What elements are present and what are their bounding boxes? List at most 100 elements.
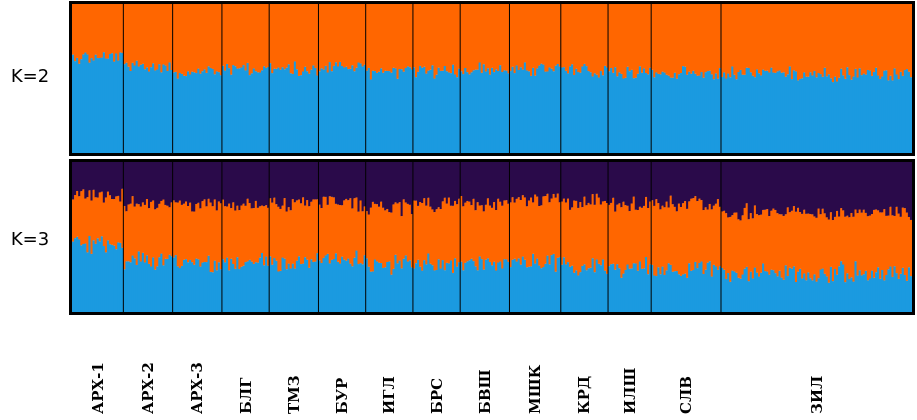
bar-segment-БЛГ-cluster-3 (246, 162, 250, 199)
bar-segment-ЗИЛ-cluster-2 (885, 4, 888, 71)
bar-segment-КРД-cluster-2 (587, 202, 591, 269)
bar-segment-ЗИЛ-cluster-2 (854, 209, 858, 262)
bar-segment-ТМЗ-cluster-2 (281, 4, 285, 68)
bar-segment-МШК-cluster-1 (552, 71, 556, 153)
bar-segment-ТМЗ-cluster-1 (281, 257, 285, 312)
bar-segment-АРХ-3-cluster-3 (180, 162, 184, 205)
bar-segment-БРС-cluster-2 (423, 4, 426, 67)
bar-segment-БВШ-cluster-2 (507, 203, 511, 262)
bar-segment-АРХ-2-cluster-1 (156, 69, 159, 153)
bar-segment-ИГЛ-cluster-3 (365, 162, 369, 212)
bar-segment-ЗИЛ-cluster-2 (840, 208, 843, 262)
bar-segment-СЛВ-cluster-3 (667, 162, 671, 208)
bar-segment-АРХ-2-cluster-1 (123, 64, 126, 153)
bar-segment-АРХ-2-cluster-1 (141, 252, 145, 312)
bar-segment-ЗИЛ-cluster-2 (821, 208, 825, 269)
bar-segment-БУР-cluster-1 (330, 259, 334, 312)
bar-segment-БРС-cluster-1 (427, 70, 430, 153)
bar-segment-БУР-cluster-3 (332, 162, 336, 198)
bar-segment-БВШ-cluster-3 (484, 162, 488, 205)
bar-segment-ЗИЛ-cluster-3 (790, 162, 794, 211)
bar-segment-АРХ-3-cluster-2 (211, 206, 215, 273)
bar-segment-ЗИЛ-cluster-2 (721, 211, 724, 268)
bar-segment-ЗИЛ-cluster-2 (733, 212, 736, 272)
bar-segment-ЗИЛ-cluster-2 (833, 4, 837, 77)
bar-segment-МШК-cluster-3 (523, 162, 527, 198)
bar-segment-ЗИЛ-cluster-2 (774, 4, 778, 73)
bar-segment-СЛВ-cluster-3 (684, 162, 687, 202)
bar-segment-ЗИЛ-cluster-2 (723, 4, 726, 73)
bar-segment-СЛВ-cluster-1 (698, 75, 702, 153)
bar-segment-КРД-cluster-1 (560, 67, 564, 153)
bar-segment-АРХ-3-cluster-1 (217, 72, 221, 153)
bar-segment-БРС-cluster-1 (447, 72, 451, 153)
bar-segment-БРС-cluster-1 (412, 268, 416, 312)
bar-segment-АРХ-2-cluster-1 (131, 255, 135, 312)
bar-segment-БЛГ-cluster-1 (238, 269, 242, 312)
bar-segment-ИЛШ-cluster-2 (638, 4, 642, 67)
bar-segment-ЗИЛ-cluster-1 (721, 76, 724, 153)
bar-segment-СЛВ-cluster-2 (702, 210, 706, 274)
bar-segment-ТМЗ-cluster-1 (312, 65, 315, 153)
bar-segment-СЛВ-cluster-1 (694, 261, 697, 312)
bar-segment-БУР-cluster-3 (349, 162, 352, 199)
bar-segment-МШК-cluster-3 (519, 162, 523, 200)
bar-segment-БВШ-cluster-2 (480, 4, 484, 73)
bar-segment-БЛГ-cluster-1 (228, 68, 231, 153)
bar-segment-ЗИЛ-cluster-1 (901, 267, 905, 312)
bar-segment-ЗИЛ-cluster-1 (868, 278, 872, 312)
bar-segment-МШК-cluster-1 (523, 259, 527, 312)
bar-segment-СЛВ-cluster-2 (694, 4, 697, 74)
bar-segment-КРД-cluster-2 (575, 200, 578, 271)
bar-segment-АРХ-1-cluster-1 (100, 57, 104, 154)
bar-segment-ТМЗ-cluster-1 (293, 268, 297, 312)
bar-segment-МШК-cluster-2 (513, 202, 517, 259)
bar-segment-АРХ-2-cluster-1 (162, 265, 166, 312)
bar-segment-ЗИЛ-cluster-1 (723, 72, 726, 153)
bar-segment-БРС-cluster-2 (431, 4, 435, 66)
bar-segment-ТМЗ-cluster-2 (314, 4, 317, 68)
bar-segment-БВШ-cluster-2 (495, 210, 498, 271)
bar-segment-ЗИЛ-cluster-2 (790, 4, 794, 80)
bar-segment-БРС-cluster-1 (429, 263, 433, 312)
bar-segment-ЗИЛ-cluster-2 (729, 216, 732, 282)
bar-segment-СЛВ-cluster-2 (675, 4, 679, 79)
bar-segment-ЗИЛ-cluster-1 (803, 72, 806, 153)
bar-segment-БВШ-cluster-1 (470, 72, 474, 153)
bar-segment-АРХ-2-cluster-1 (129, 70, 133, 153)
bar-segment-СЛВ-cluster-1 (665, 270, 669, 312)
bar-segment-БУР-cluster-1 (332, 258, 336, 312)
bar-segment-СЛВ-cluster-1 (663, 72, 667, 153)
bar-segment-ТМЗ-cluster-3 (271, 162, 274, 203)
bar-segment-МШК-cluster-1 (548, 264, 552, 312)
bar-segment-ТМЗ-cluster-2 (271, 4, 274, 74)
bar-segment-БВШ-cluster-1 (478, 256, 482, 312)
bar-segment-БУР-cluster-1 (330, 71, 334, 153)
bar-segment-КРД-cluster-2 (585, 205, 589, 271)
bar-segment-АРХ-3-cluster-2 (217, 201, 221, 263)
bar-segment-ИГЛ-cluster-3 (367, 162, 371, 215)
bar-segment-ИЛШ-cluster-2 (645, 196, 648, 257)
bar-segment-АРХ-2-cluster-2 (141, 4, 145, 64)
bar-segment-ЗИЛ-cluster-1 (881, 76, 884, 153)
bar-segment-БЛГ-cluster-1 (248, 75, 252, 153)
bar-segment-ЗИЛ-cluster-3 (762, 162, 765, 210)
bar-segment-МШК-cluster-1 (509, 71, 513, 153)
bar-segment-СЛВ-cluster-1 (686, 277, 689, 312)
bar-segment-БУР-cluster-3 (353, 162, 357, 199)
bar-segment-БРС-cluster-2 (417, 205, 420, 260)
bar-segment-ТМЗ-cluster-2 (293, 4, 297, 62)
bar-segment-БВШ-cluster-1 (493, 261, 496, 312)
bar-segment-АРХ-3-cluster-2 (176, 4, 180, 79)
bar-segment-МШК-cluster-2 (544, 196, 548, 264)
bar-segment-ИГЛ-cluster-2 (386, 4, 389, 71)
bar-segment-КРД-cluster-2 (583, 196, 587, 265)
bar-segment-МШК-cluster-2 (517, 197, 521, 259)
bar-segment-АРХ-1-cluster-2 (106, 191, 110, 241)
bar-segment-АРХ-2-cluster-2 (129, 4, 133, 71)
bar-segment-БУР-cluster-1 (343, 67, 346, 153)
bar-segment-СЛВ-cluster-1 (653, 275, 656, 312)
bar-segment-ИЛШ-cluster-2 (647, 207, 650, 275)
bar-segment-ЗИЛ-cluster-2 (852, 4, 856, 77)
bar-segment-АРХ-1-cluster-1 (121, 52, 124, 154)
